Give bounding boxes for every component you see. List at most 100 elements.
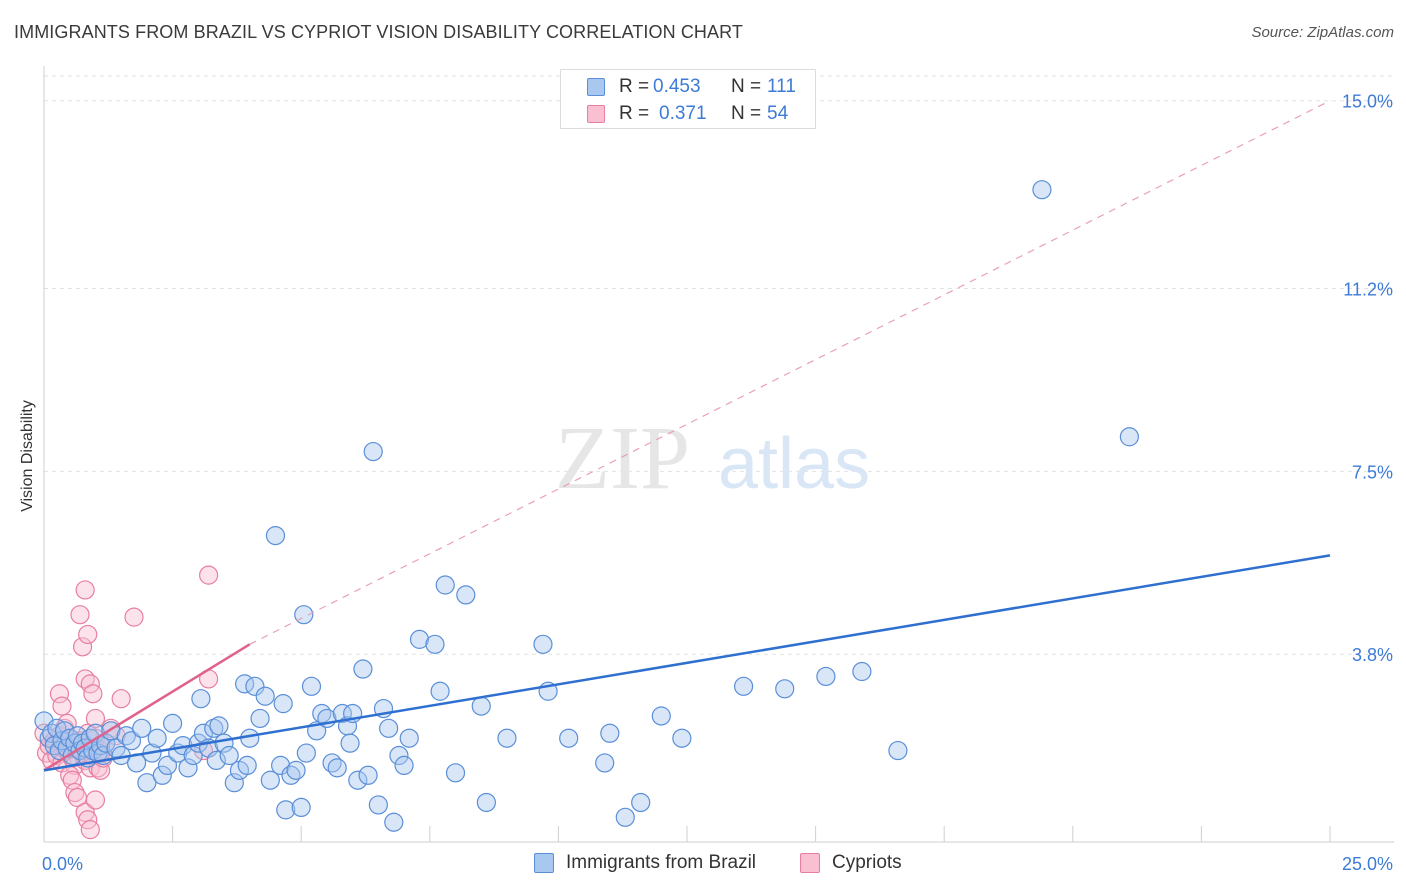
source-label: Source: ZipAtlas.com	[1251, 24, 1394, 41]
x-tick-label: 25.0%	[1342, 854, 1393, 874]
data-point	[471, 696, 491, 716]
data-point	[260, 770, 280, 790]
data-point	[497, 728, 517, 748]
data-point	[595, 753, 615, 773]
data-point	[430, 681, 450, 701]
data-point	[245, 676, 265, 696]
y-tick-label: 7.5%	[1352, 462, 1393, 482]
data-point	[852, 661, 872, 682]
data-point	[75, 580, 95, 600]
data-point	[193, 723, 214, 743]
legend-swatch-brazil	[587, 78, 605, 96]
data-point	[327, 758, 347, 778]
trend-lines	[43, 100, 1331, 772]
data-point	[435, 575, 455, 595]
data-point	[157, 755, 178, 776]
y-tick-label: 11.2%	[1343, 280, 1393, 300]
data-point	[47, 718, 67, 738]
series-cypriots	[34, 565, 219, 840]
tick-labels: 3.8% 7.5% 11.2% 15.0% 0.0% 25.0%	[42, 92, 1393, 874]
data-point	[255, 686, 275, 706]
data-point	[631, 792, 651, 813]
bottom-legend-swatch-brazil	[534, 853, 554, 873]
legend-box: R = 0.453 N = 111 R = 0.371 N = 54	[560, 69, 816, 129]
data-point	[1032, 180, 1052, 200]
data-point	[888, 740, 908, 761]
data-point	[52, 696, 72, 716]
bottom-legend-swatch-cypriots	[800, 853, 820, 873]
data-point	[152, 765, 172, 785]
legend-r-label: R =	[619, 76, 650, 97]
data-point	[775, 679, 795, 699]
chart-title: IMMIGRANTS FROM BRAZIL VS CYPRIOT VISION…	[14, 22, 744, 42]
data-point	[445, 763, 466, 783]
data-point	[273, 694, 293, 714]
data-point	[85, 708, 106, 729]
x-tick-label: 0.0%	[42, 854, 83, 874]
data-point	[379, 718, 399, 738]
legend-n-label: N =	[731, 103, 762, 124]
data-point	[409, 629, 430, 649]
data-point	[72, 637, 93, 657]
legend-n-label: N =	[731, 76, 762, 97]
data-point	[615, 807, 635, 827]
data-point	[147, 728, 167, 748]
data-point	[394, 755, 414, 776]
data-point	[83, 684, 103, 704]
trend-line-brazil	[43, 554, 1331, 772]
data-point	[121, 731, 142, 751]
data-point	[199, 565, 219, 585]
data-point	[124, 607, 144, 627]
data-point	[340, 733, 360, 753]
data-point	[389, 745, 409, 766]
data-point	[425, 634, 445, 654]
data-point	[476, 792, 496, 813]
data-point	[250, 708, 270, 729]
legend-n-value: 54	[767, 103, 789, 124]
data-point	[533, 634, 553, 654]
data-point	[62, 770, 82, 790]
data-point	[672, 728, 692, 748]
data-point	[204, 718, 224, 738]
data-point	[348, 770, 368, 790]
data-point	[70, 605, 90, 625]
data-point	[1119, 427, 1139, 447]
data-point	[49, 684, 70, 704]
data-point	[399, 728, 419, 748]
data-point	[368, 795, 388, 815]
data-point	[209, 716, 229, 736]
data-point	[276, 800, 296, 820]
data-point	[163, 713, 183, 733]
data-point	[265, 525, 286, 546]
data-point	[219, 745, 239, 766]
data-point	[384, 812, 404, 832]
data-point	[286, 760, 306, 780]
data-point	[80, 820, 100, 840]
data-point	[111, 689, 131, 709]
data-point	[191, 689, 211, 709]
data-point	[85, 790, 106, 810]
data-point	[733, 676, 754, 696]
data-point	[75, 802, 95, 822]
legend-r-label: R =	[619, 103, 650, 124]
data-point	[132, 718, 152, 738]
data-point	[224, 773, 244, 793]
legend-r-value: 0.371	[659, 103, 707, 124]
bottom-legend-label-cypriots: Cypriots	[832, 852, 902, 873]
legend-n-value: 111	[767, 76, 796, 97]
data-point	[178, 758, 198, 778]
data-point	[651, 706, 671, 726]
data-point	[291, 797, 311, 818]
data-point	[456, 585, 476, 605]
data-point	[600, 723, 620, 743]
data-point	[301, 676, 322, 696]
axes	[43, 66, 1394, 843]
trend-line-cypriots-extension	[249, 100, 1331, 645]
data-point	[363, 441, 383, 462]
data-point	[353, 659, 373, 679]
watermark-atlas: atlas	[718, 424, 870, 504]
data-point	[206, 750, 226, 771]
data-point	[57, 713, 77, 733]
y-tick-label: 15.0%	[1342, 92, 1393, 112]
